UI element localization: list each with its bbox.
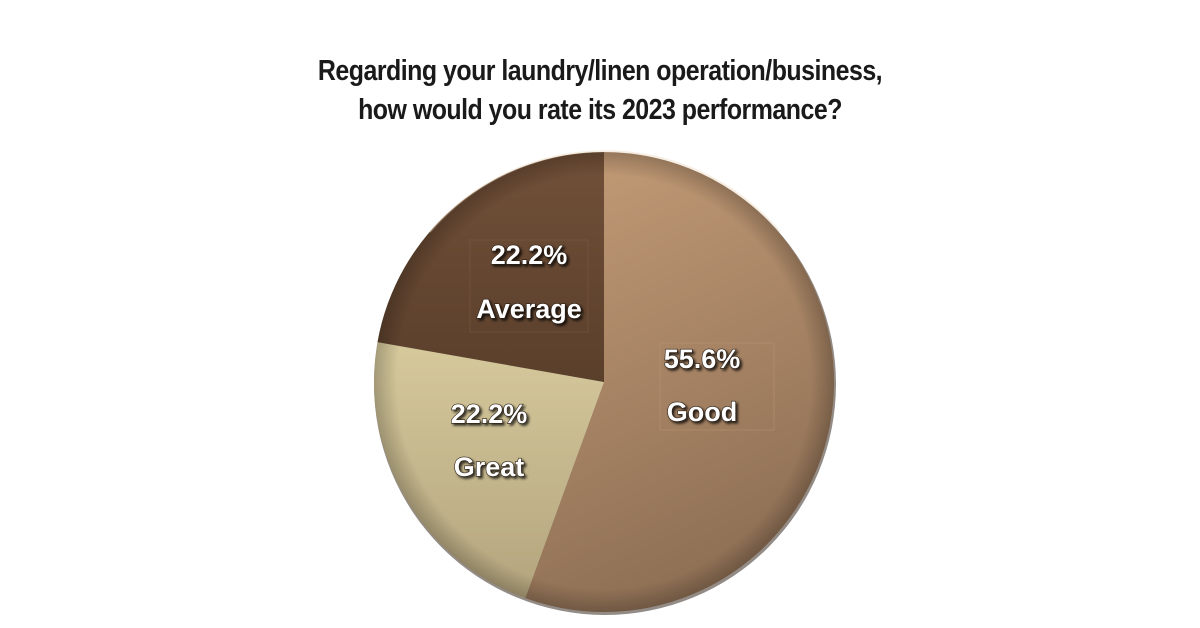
label-good-percent: 55.6%: [664, 344, 741, 374]
chart-title: Regarding your laundry/linen operation/b…: [84, 52, 1116, 130]
label-box-average: [469, 239, 589, 333]
pie-highlight: [429, 150, 781, 233]
chart-title-line-2: how would you rate its 2023 performance?: [358, 94, 842, 126]
pie-rim-shade: [374, 152, 834, 612]
label-great-name: Great: [454, 452, 525, 482]
label-great-percent: 22.2%: [451, 399, 528, 429]
label-box-good: [659, 342, 775, 431]
chart-title-line-1: Regarding your laundry/linen operation/b…: [317, 55, 883, 87]
label-good-name: Good: [667, 397, 737, 427]
label-average-percent: 22.2%: [491, 240, 568, 270]
label-average-name: Average: [476, 294, 582, 324]
